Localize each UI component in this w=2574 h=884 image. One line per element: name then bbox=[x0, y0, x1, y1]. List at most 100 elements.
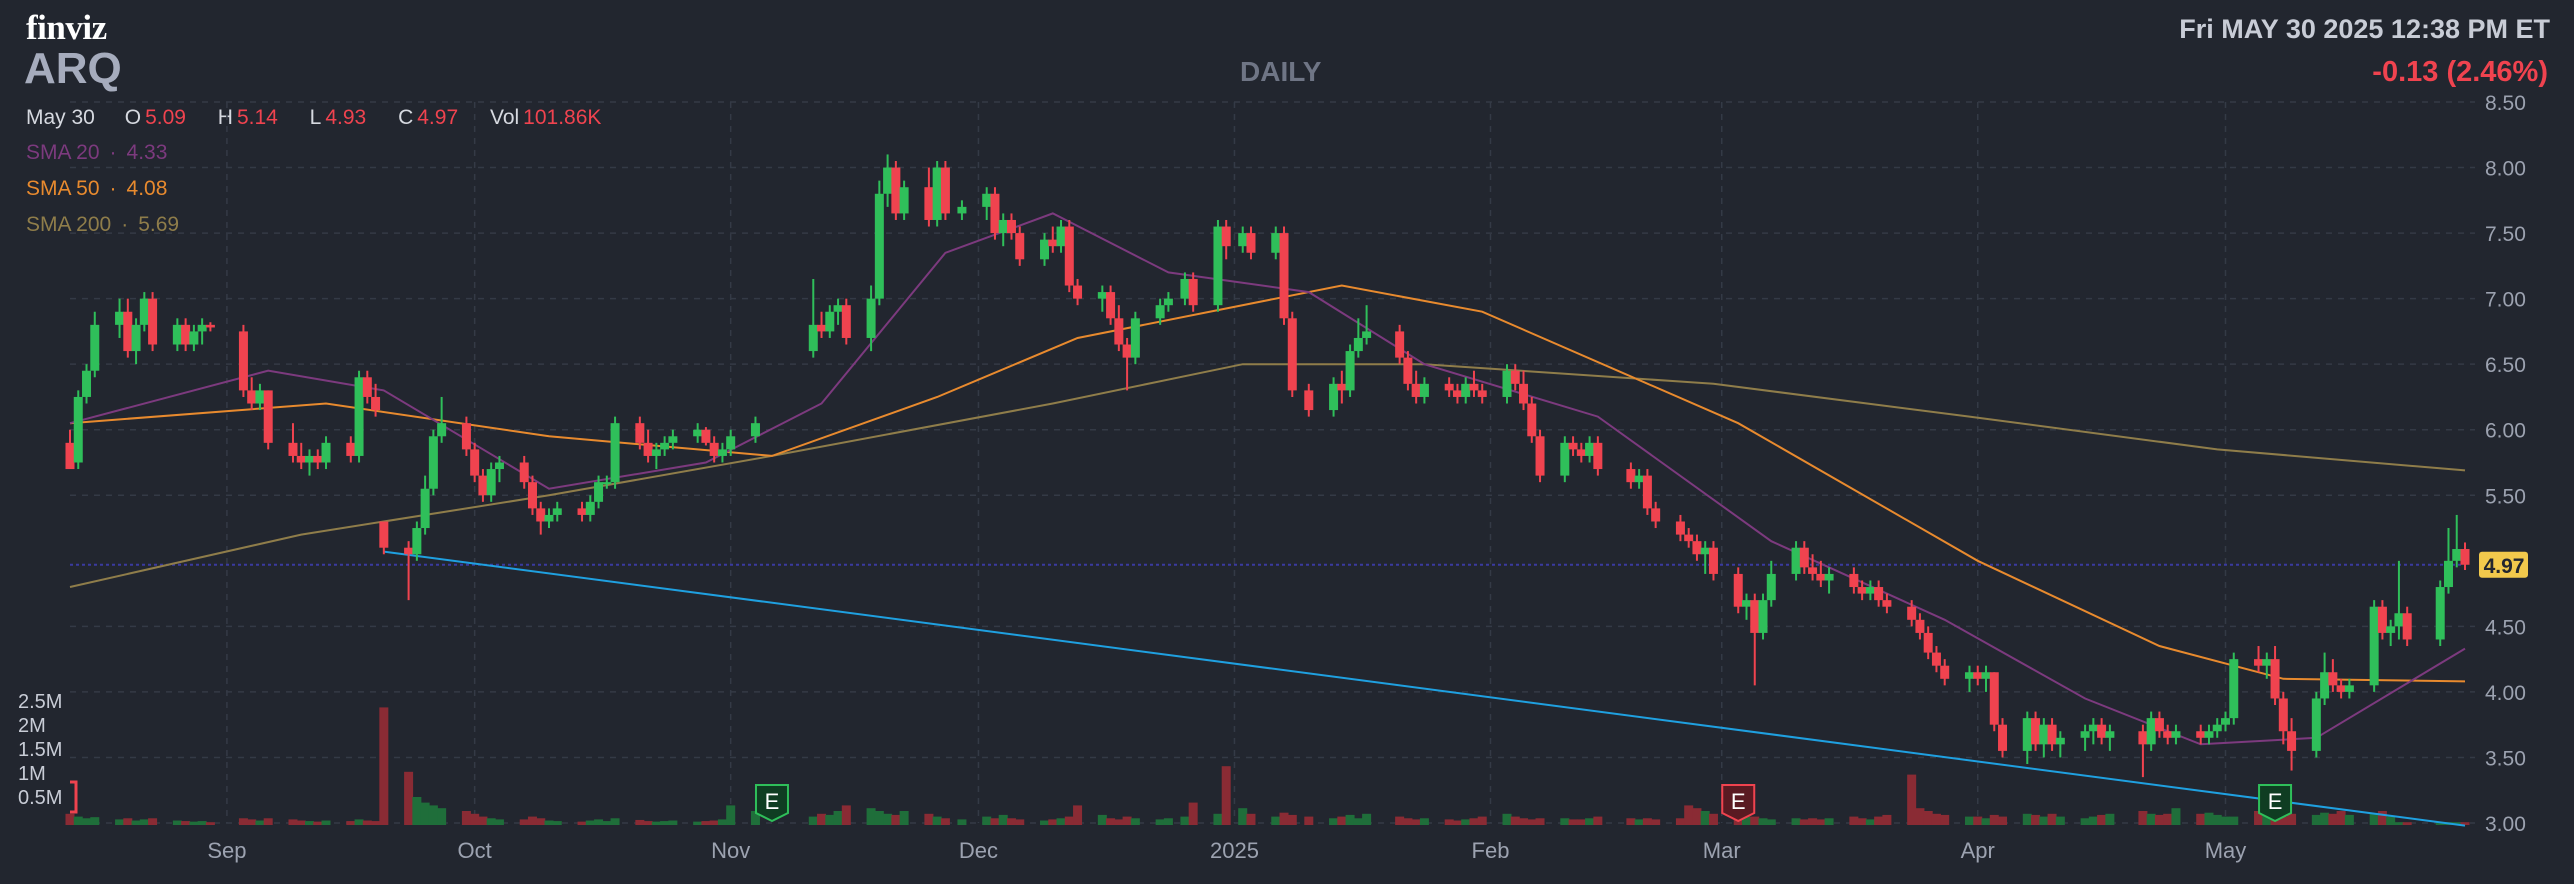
volume-bar bbox=[1940, 814, 1950, 825]
sma20-legend[interactable]: SMA 20 · 4.33 bbox=[26, 141, 168, 164]
candle-body bbox=[2221, 718, 2230, 725]
high-value: 5.14 bbox=[236, 106, 278, 129]
volume-bar bbox=[2320, 812, 2330, 825]
candle-body bbox=[2171, 731, 2181, 738]
candle-body bbox=[651, 449, 661, 456]
volume-bar bbox=[2047, 813, 2057, 825]
candle-up bbox=[957, 200, 967, 220]
y-tick-label: 4.50 bbox=[2485, 616, 2526, 639]
volume-bar bbox=[2394, 822, 2404, 825]
candle-down bbox=[148, 292, 158, 352]
candle-up bbox=[602, 475, 612, 489]
candle-up bbox=[1502, 364, 1512, 404]
volume-bar bbox=[932, 816, 942, 825]
volume-bar bbox=[1163, 818, 1173, 825]
candle-body bbox=[1180, 278, 1190, 299]
candle-down bbox=[205, 322, 215, 332]
candle-down bbox=[1006, 213, 1016, 240]
earnings-marker[interactable]: E bbox=[1721, 784, 1756, 823]
candle-body bbox=[461, 423, 471, 450]
candle-body bbox=[486, 469, 496, 496]
candle-down bbox=[1403, 351, 1413, 391]
candle-up bbox=[1040, 233, 1050, 266]
volume-bar bbox=[1708, 813, 1718, 825]
y-tick-label: 5.50 bbox=[2485, 485, 2526, 508]
candle-body bbox=[288, 442, 298, 456]
candle-down bbox=[2278, 691, 2288, 745]
volume-bar bbox=[1130, 818, 1140, 825]
candle-up bbox=[2229, 652, 2239, 725]
candle-down bbox=[2196, 724, 2206, 745]
volume-bar bbox=[362, 820, 372, 825]
candle-down bbox=[296, 442, 306, 470]
volume-bar bbox=[1576, 819, 1586, 825]
volume-bar bbox=[404, 771, 414, 825]
volume-bar bbox=[2435, 822, 2445, 825]
volume-bar bbox=[1865, 819, 1875, 825]
volume-bar bbox=[255, 820, 265, 825]
volume-bar bbox=[1395, 816, 1405, 825]
candle-body bbox=[1998, 724, 2008, 751]
volume-bar bbox=[527, 816, 537, 825]
candle-down bbox=[247, 377, 257, 411]
candle-body bbox=[2443, 560, 2453, 588]
candle-body bbox=[544, 514, 554, 522]
candle-body bbox=[1353, 337, 1363, 352]
volume-bar bbox=[2254, 811, 2264, 825]
high-label: H bbox=[217, 106, 233, 129]
open-value: 5.09 bbox=[145, 106, 186, 129]
candle-body bbox=[1568, 442, 1578, 450]
candle-up bbox=[73, 390, 83, 470]
candle-up bbox=[1271, 226, 1281, 260]
volume-bar bbox=[90, 817, 100, 825]
volume-bar bbox=[1915, 808, 1925, 825]
candle-body bbox=[181, 324, 191, 345]
candle-up bbox=[2088, 718, 2098, 745]
volume-bar bbox=[808, 816, 818, 825]
candle-up bbox=[2311, 691, 2321, 758]
candle-down bbox=[478, 469, 488, 502]
x-tick-label: Sep bbox=[207, 838, 246, 863]
earnings-marker[interactable]: E bbox=[754, 784, 789, 823]
candle-body bbox=[1816, 573, 1826, 581]
candle-body bbox=[189, 331, 199, 345]
volume-bar bbox=[1585, 818, 1595, 825]
candle-body bbox=[594, 482, 604, 502]
sma200-legend[interactable]: SMA 200 · 5.69 bbox=[26, 213, 180, 236]
volume-bar bbox=[2221, 816, 2230, 825]
volume-bar bbox=[2369, 813, 2379, 825]
candle-body bbox=[2204, 731, 2214, 738]
candle-body bbox=[1742, 600, 1751, 607]
candle-body bbox=[494, 462, 504, 470]
candle-down bbox=[536, 501, 546, 535]
volume-bar bbox=[2138, 811, 2148, 825]
candle-body bbox=[1015, 233, 1025, 260]
volume-bar bbox=[1651, 819, 1661, 825]
candle-down bbox=[1931, 646, 1941, 673]
candle-down bbox=[2336, 678, 2346, 699]
volume-bar bbox=[1684, 805, 1694, 825]
candle-body bbox=[412, 528, 422, 555]
sma50-legend[interactable]: SMA 50 · 4.08 bbox=[26, 177, 168, 200]
candle-body bbox=[1213, 226, 1223, 306]
candle-body bbox=[519, 462, 529, 483]
finviz-logo[interactable]: finviz bbox=[26, 8, 107, 47]
candle-up bbox=[1345, 344, 1355, 397]
candle-up bbox=[1180, 272, 1190, 306]
candle-body bbox=[1337, 383, 1347, 391]
candle-up bbox=[1634, 469, 1644, 489]
volume-bar bbox=[461, 811, 471, 825]
volume-bar bbox=[486, 818, 496, 825]
earnings-badge bbox=[2258, 784, 2293, 823]
volume-bar bbox=[321, 820, 331, 825]
candle-body bbox=[1411, 383, 1421, 397]
candle-down bbox=[313, 449, 323, 470]
candle-up bbox=[874, 180, 884, 306]
volume-tick-label: 1.5M bbox=[18, 739, 62, 761]
earnings-marker[interactable]: E bbox=[2258, 784, 2293, 823]
candle-body bbox=[1469, 383, 1479, 391]
sma50-value: 4.08 bbox=[126, 177, 168, 200]
